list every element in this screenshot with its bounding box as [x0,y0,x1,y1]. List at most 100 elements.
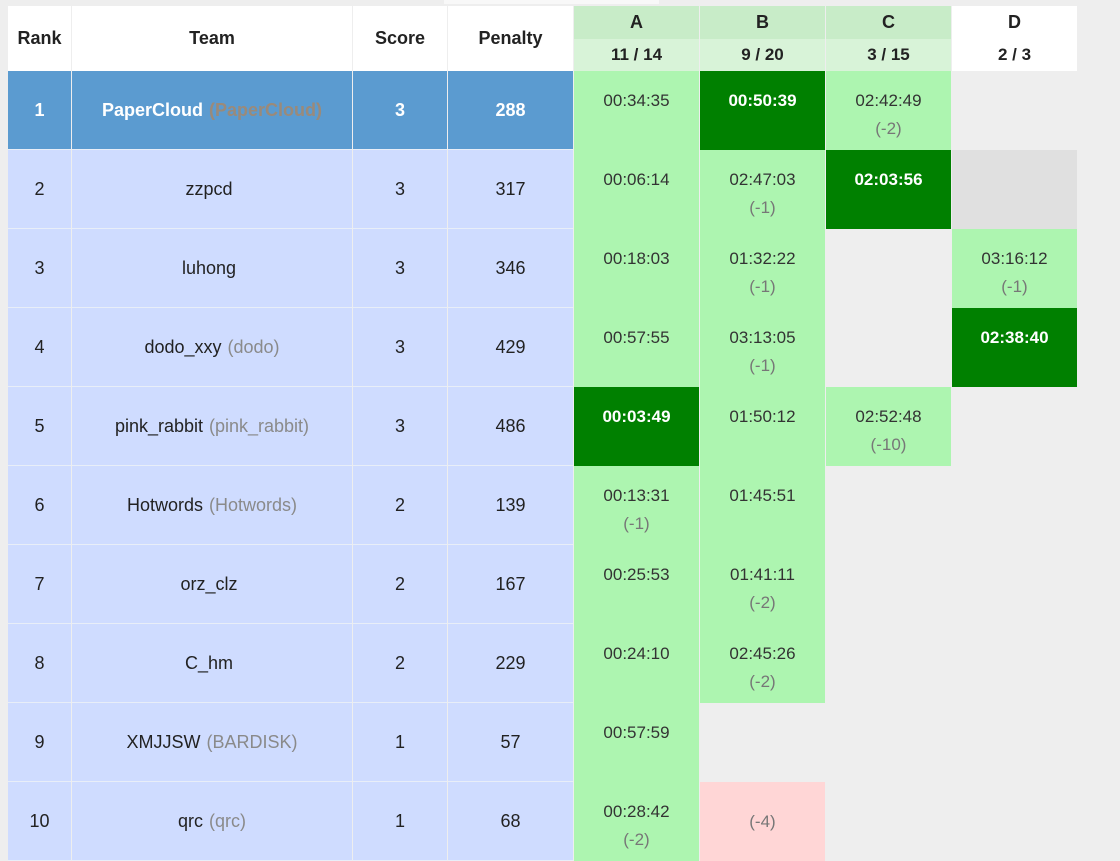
team-cell[interactable]: C_hm [72,624,352,703]
result-cell-a[interactable]: 00:34:35 [574,71,699,150]
score-cell: 3 [353,387,447,466]
attempt-count: (-2) [875,119,902,138]
problem-b-stat: 9 / 20 [700,39,825,71]
problem-d-header[interactable]: D [952,6,1077,39]
result-cell-d[interactable]: 03:16:12 (-1) [952,229,1077,308]
penalty-cell: 429 [448,308,573,387]
team-cell[interactable]: luhong [72,229,352,308]
rank-cell: 3 [8,229,71,308]
result-cell-a[interactable]: 00:24:10 [574,624,699,703]
result-cell-b[interactable]: 03:13:05 (-1) [700,308,825,387]
result-cell-a[interactable]: 00:28:42 (-2) [574,782,699,861]
team-name: orz_clz [180,573,238,594]
submit-time: 00:06:14 [603,170,670,189]
team-cell[interactable]: qrc (qrc) [72,782,352,861]
penalty-cell: 229 [448,624,573,703]
submit-time: 01:50:12 [729,407,796,426]
rank-cell: 5 [8,387,71,466]
team-cell[interactable]: dodo_xxy (dodo) [72,308,352,387]
score-cell: 2 [353,545,447,624]
problem-b-header[interactable]: B [700,6,825,39]
submit-time: 01:32:22 [729,249,796,268]
scoreboard-table: Rank Team Score Penalty A B C D 11 / 14 … [8,6,1077,861]
result-cell-d [952,545,1077,624]
result-cell-c [826,703,951,782]
result-cell-d [952,624,1077,703]
score-cell: 3 [353,71,447,150]
result-cell-d[interactable]: 02:38:40 [952,308,1077,387]
submit-time: 03:13:05 [729,328,796,347]
rank-cell: 6 [8,466,71,545]
rank-cell: 7 [8,545,71,624]
result-cell-d[interactable] [952,150,1077,229]
result-cell-c [826,229,951,308]
team-cell[interactable]: Hotwords (Hotwords) [72,466,352,545]
team-cell[interactable]: XMJJSW (BARDISK) [72,703,352,782]
attempt-count: (-2) [623,830,650,849]
problem-a-header[interactable]: A [574,6,699,39]
team-name: luhong [181,257,237,278]
attempt-count: (-1) [749,356,776,375]
result-cell-a[interactable]: 00:57:55 [574,308,699,387]
problem-d-stat: 2 / 3 [952,39,1077,71]
team-name: dodo_xxy [144,336,222,357]
submit-time: 02:03:56 [854,170,923,189]
result-cell-b[interactable]: (-4) [700,782,825,861]
result-cell-b[interactable]: 02:45:26 (-2) [700,624,825,703]
result-cell-a[interactable]: 00:18:03 [574,229,699,308]
team-alias: (Hotwords) [209,494,298,515]
team-cell[interactable]: zzpcd [72,150,352,229]
attempt-count: (-2) [749,672,776,691]
result-cell-b[interactable]: 00:50:39 [700,71,825,150]
attempt-count: (-2) [749,593,776,612]
rank-cell: 2 [8,150,71,229]
result-cell-a[interactable]: 00:03:49 [574,387,699,466]
attempt-count: (-10) [870,435,907,454]
result-cell-a[interactable]: 00:06:14 [574,150,699,229]
result-cell-c [826,466,951,545]
submit-time: 00:13:31 [603,486,670,505]
result-cell-c[interactable]: 02:42:49 (-2) [826,71,951,150]
submit-time: 00:57:59 [603,723,670,742]
team-name: PaperCloud [101,99,203,120]
submit-time: 02:52:48 [855,407,922,426]
result-cell-b[interactable]: 01:45:51 [700,466,825,545]
result-cell-b[interactable]: 02:47:03 (-1) [700,150,825,229]
submit-time: 00:50:39 [728,91,797,110]
penalty-cell: 57 [448,703,573,782]
result-cell-b[interactable]: 01:50:12 [700,387,825,466]
team-cell[interactable]: orz_clz [72,545,352,624]
submit-time: 02:45:26 [729,644,796,663]
result-cell-b[interactable]: 01:41:11 (-2) [700,545,825,624]
rank-cell: 8 [8,624,71,703]
result-cell-b[interactable]: 01:32:22 (-1) [700,229,825,308]
penalty-cell: 167 [448,545,573,624]
result-cell-a[interactable]: 00:25:53 [574,545,699,624]
team-name: qrc [177,810,203,831]
problem-c-header[interactable]: C [826,6,951,39]
submit-time: 00:25:53 [603,565,670,584]
team-cell[interactable]: PaperCloud (PaperCloud) [72,71,352,150]
penalty-cell: 486 [448,387,573,466]
team-name: XMJJSW [126,731,201,752]
result-cell-d [952,466,1077,545]
header-score: Score [353,6,447,71]
result-cell-d [952,387,1077,466]
penalty-cell: 317 [448,150,573,229]
result-cell-a[interactable]: 00:57:59 [574,703,699,782]
score-cell: 1 [353,782,447,861]
submit-time: 00:28:42 [603,802,670,821]
team-alias: (pink_rabbit) [209,415,310,436]
team-cell[interactable]: pink_rabbit (pink_rabbit) [72,387,352,466]
submit-time: 00:57:55 [603,328,670,347]
attempt-count: (-1) [623,514,650,533]
result-cell-a[interactable]: 00:13:31 (-1) [574,466,699,545]
penalty-cell: 139 [448,466,573,545]
team-name: Hotwords [126,494,203,515]
result-cell-c[interactable]: 02:03:56 [826,150,951,229]
submit-time: 02:42:49 [855,91,922,110]
result-cell-b [700,703,825,782]
result-cell-d [952,703,1077,782]
result-cell-c[interactable]: 02:52:48 (-10) [826,387,951,466]
header-rank: Rank [8,6,71,71]
